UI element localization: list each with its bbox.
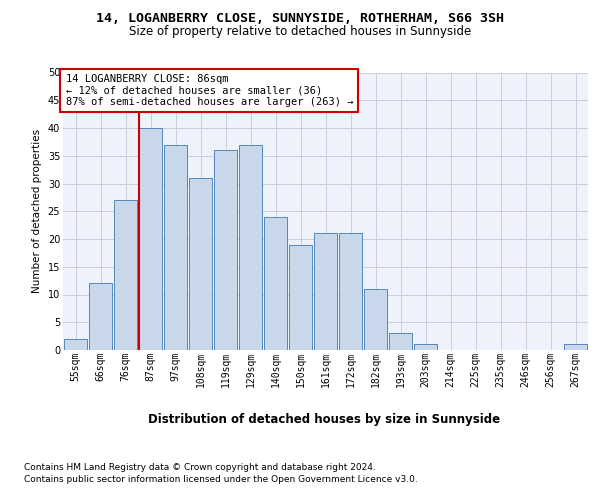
Bar bbox=[289, 244, 312, 350]
Bar bbox=[314, 234, 337, 350]
Text: Contains HM Land Registry data © Crown copyright and database right 2024.: Contains HM Land Registry data © Crown c… bbox=[24, 462, 376, 471]
Bar bbox=[64, 339, 87, 350]
Bar bbox=[114, 200, 137, 350]
Bar bbox=[164, 144, 187, 350]
Y-axis label: Number of detached properties: Number of detached properties bbox=[32, 129, 42, 294]
Text: Distribution of detached houses by size in Sunnyside: Distribution of detached houses by size … bbox=[148, 412, 500, 426]
Bar bbox=[414, 344, 437, 350]
Bar bbox=[189, 178, 212, 350]
Bar bbox=[564, 344, 587, 350]
Bar bbox=[239, 144, 262, 350]
Text: Size of property relative to detached houses in Sunnyside: Size of property relative to detached ho… bbox=[129, 25, 471, 38]
Bar bbox=[214, 150, 237, 350]
Bar bbox=[389, 334, 412, 350]
Text: 14 LOGANBERRY CLOSE: 86sqm
← 12% of detached houses are smaller (36)
87% of semi: 14 LOGANBERRY CLOSE: 86sqm ← 12% of deta… bbox=[65, 74, 353, 107]
Bar bbox=[264, 217, 287, 350]
Bar bbox=[89, 284, 112, 350]
Bar bbox=[339, 234, 362, 350]
Bar bbox=[139, 128, 162, 350]
Text: Contains public sector information licensed under the Open Government Licence v3: Contains public sector information licen… bbox=[24, 475, 418, 484]
Bar bbox=[364, 289, 387, 350]
Text: 14, LOGANBERRY CLOSE, SUNNYSIDE, ROTHERHAM, S66 3SH: 14, LOGANBERRY CLOSE, SUNNYSIDE, ROTHERH… bbox=[96, 12, 504, 26]
